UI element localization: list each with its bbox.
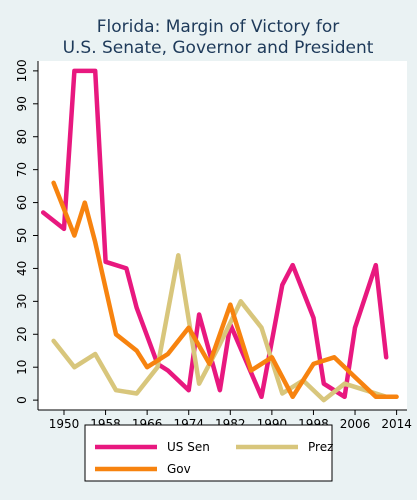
x-tick-label: 2014 <box>381 417 412 431</box>
x-tick-label: 1950 <box>49 417 80 431</box>
y-tick-label: 70 <box>15 162 29 177</box>
legend-box <box>84 424 333 482</box>
y-tick-label: 40 <box>15 261 29 276</box>
chart-title-line-1: Florida: Margin of Victory for <box>97 17 339 37</box>
legend-label-us-sen: US Sen <box>167 440 210 454</box>
y-tick-label: 90 <box>15 96 29 111</box>
y-axis: 0 10 20 30 40 50 60 70 80 90 100 <box>15 59 39 410</box>
legend-label-prez: Prez <box>308 440 333 454</box>
y-tick-label: 100 <box>15 59 29 82</box>
y-tick-label: 20 <box>15 327 29 342</box>
legend-label-gov: Gov <box>167 462 191 476</box>
chart-title-line-2: U.S. Senate, Governor and President <box>63 38 374 58</box>
y-tick-label: 30 <box>15 294 29 309</box>
y-tick-label: 0 <box>15 396 29 404</box>
y-tick-label: 80 <box>15 129 29 144</box>
y-tick-label: 10 <box>15 360 29 375</box>
legend: US Sen Prez Gov <box>95 440 333 476</box>
x-tick-label: 2006 <box>340 417 371 431</box>
series-line-gov <box>51 180 399 400</box>
series-line-us-sen <box>40 68 389 400</box>
series-line-prez <box>51 253 389 403</box>
series-lines <box>40 68 399 403</box>
y-tick-label: 50 <box>15 228 29 243</box>
y-tick-label: 60 <box>15 195 29 210</box>
